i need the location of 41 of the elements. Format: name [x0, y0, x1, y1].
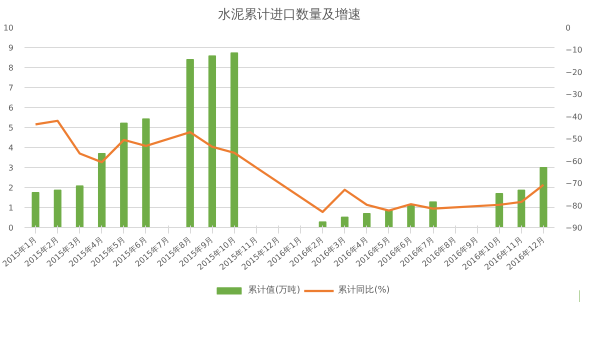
y2-tick-label: −70	[566, 179, 582, 188]
y-tick-label: 6	[8, 104, 14, 112]
bar	[208, 55, 216, 228]
bar	[186, 59, 194, 228]
bar	[518, 190, 526, 228]
bar	[54, 190, 62, 228]
bar	[407, 204, 415, 228]
bar	[429, 201, 437, 228]
bar	[362, 213, 371, 228]
y2-tick-label: −50	[566, 134, 582, 144]
bar	[495, 193, 504, 228]
y-tick-label: 1	[8, 204, 14, 212]
bar	[142, 118, 150, 228]
chart-title: 水泥累计进口数量及增速	[218, 8, 361, 22]
bar	[120, 122, 128, 228]
y2-tick-label: −10	[566, 46, 582, 55]
y2-tick-label: −40	[566, 112, 582, 122]
y2-tick-label: −80	[566, 201, 582, 210]
legend-label: 累计值(万吨)	[248, 284, 300, 296]
bar	[540, 167, 548, 228]
y2-tick-label: −60	[566, 156, 582, 166]
y2-tick-label: 0	[566, 24, 571, 32]
y2-tick-label: −20	[566, 68, 582, 77]
y2-tick-label: −90	[566, 224, 582, 232]
line-series	[34, 120, 545, 214]
y-tick-label: 4	[8, 144, 14, 152]
y-tick-label: 5	[8, 124, 14, 132]
y-tick-label: 3	[8, 164, 14, 172]
bar	[76, 185, 84, 228]
legend-label: 累计同比(%)	[338, 284, 390, 296]
bar	[32, 192, 40, 228]
bar	[230, 52, 238, 228]
y-tick-label: 0	[8, 224, 14, 232]
y-tick-label: 10	[3, 24, 14, 32]
bar	[340, 216, 349, 228]
y2-tick-label: −30	[566, 90, 582, 100]
y-tick-label: 2	[8, 184, 14, 192]
y-tick-label: 9	[8, 44, 14, 52]
bar	[98, 153, 106, 228]
y-tick-label: 8	[8, 64, 14, 72]
y-tick-label: 7	[8, 84, 14, 92]
